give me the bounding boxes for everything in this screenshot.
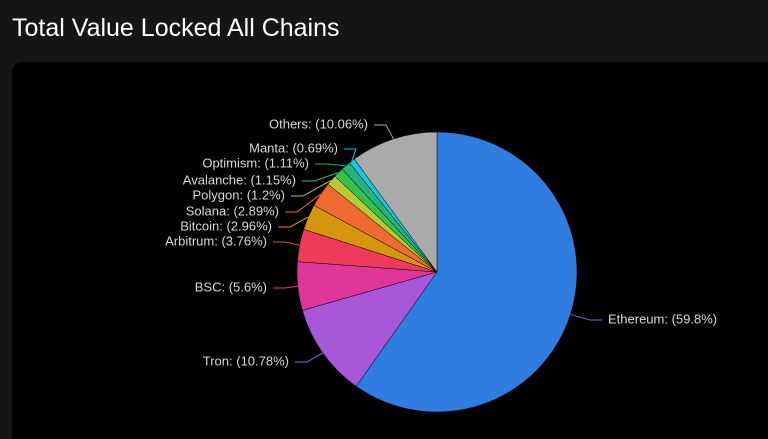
- data-label: Ethereum: (59.8%): [608, 311, 717, 326]
- data-label: Others: (10.06%): [269, 116, 368, 131]
- pie-slice: [355, 131, 578, 413]
- leader-line: [278, 216, 309, 228]
- data-label: Avalanche: (1.15%): [183, 172, 296, 187]
- leader-line: [285, 194, 321, 213]
- chart-title: Total Value Locked All Chains: [12, 14, 340, 42]
- leader-line: [315, 163, 346, 167]
- data-label: Bitcoin: (2.96%): [180, 218, 272, 233]
- pie-slice: [353, 131, 438, 273]
- data-label: Solana: (2.89%): [186, 203, 279, 218]
- leader-line: [291, 179, 332, 197]
- data-label: BSC: (5.6%): [195, 279, 267, 294]
- leader-line: [374, 124, 394, 140]
- data-label: Arbitrum: (3.76%): [165, 233, 267, 248]
- leader-line: [570, 313, 602, 321]
- leader-line: [273, 285, 298, 289]
- data-label: Polygon: (1.2%): [193, 187, 286, 202]
- data-label: Optimism: (1.11%): [202, 155, 309, 170]
- leader-line: [344, 148, 357, 162]
- leader-line: [302, 172, 339, 182]
- leader-line: [295, 352, 324, 363]
- data-label: Manta: (0.69%): [249, 140, 338, 155]
- leader-line: [273, 241, 300, 246]
- data-label: Tron: (10.78%): [203, 353, 289, 368]
